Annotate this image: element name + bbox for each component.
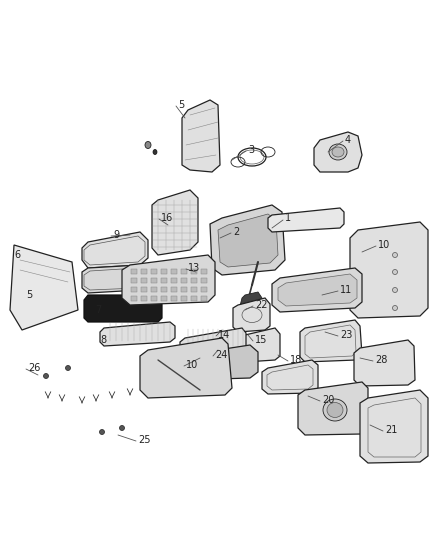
Polygon shape (141, 269, 147, 274)
Text: 10: 10 (378, 240, 390, 250)
Text: 5: 5 (26, 290, 32, 300)
Polygon shape (131, 269, 137, 274)
Text: 21: 21 (385, 425, 397, 435)
Ellipse shape (66, 366, 71, 370)
Polygon shape (354, 340, 415, 386)
Polygon shape (178, 345, 258, 380)
Polygon shape (360, 390, 428, 463)
Polygon shape (181, 269, 187, 274)
Text: 23: 23 (340, 330, 353, 340)
Ellipse shape (392, 253, 398, 257)
Polygon shape (201, 287, 207, 292)
Polygon shape (82, 232, 148, 268)
Polygon shape (298, 382, 368, 435)
Polygon shape (191, 287, 197, 292)
Text: 28: 28 (375, 355, 387, 365)
Polygon shape (161, 278, 167, 283)
Ellipse shape (145, 141, 151, 149)
Ellipse shape (332, 147, 344, 157)
Polygon shape (82, 265, 148, 293)
Polygon shape (278, 274, 357, 306)
Polygon shape (151, 278, 157, 283)
Polygon shape (240, 292, 262, 312)
Polygon shape (141, 287, 147, 292)
Polygon shape (300, 320, 362, 362)
Text: 26: 26 (28, 363, 40, 373)
Polygon shape (151, 296, 157, 301)
Ellipse shape (327, 402, 343, 417)
Text: 5: 5 (178, 100, 184, 110)
Polygon shape (272, 268, 362, 312)
Polygon shape (191, 296, 197, 301)
Text: 10: 10 (186, 360, 198, 370)
Polygon shape (180, 328, 246, 355)
Ellipse shape (43, 374, 49, 378)
Text: 14: 14 (218, 330, 230, 340)
Ellipse shape (153, 149, 157, 155)
Text: 22: 22 (255, 300, 268, 310)
Polygon shape (218, 214, 278, 267)
Polygon shape (181, 287, 187, 292)
Polygon shape (131, 287, 137, 292)
Text: 9: 9 (113, 230, 119, 240)
Ellipse shape (99, 430, 105, 434)
Polygon shape (171, 269, 177, 274)
Text: 18: 18 (290, 355, 302, 365)
Text: 7: 7 (95, 305, 101, 315)
Polygon shape (141, 296, 147, 301)
Polygon shape (181, 296, 187, 301)
Text: 24: 24 (215, 350, 227, 360)
Polygon shape (268, 208, 344, 232)
Polygon shape (210, 205, 285, 275)
Text: 11: 11 (340, 285, 352, 295)
Text: 16: 16 (161, 213, 173, 223)
Text: 20: 20 (322, 395, 334, 405)
Ellipse shape (323, 399, 347, 421)
Polygon shape (171, 278, 177, 283)
Ellipse shape (392, 287, 398, 293)
Ellipse shape (392, 270, 398, 274)
Polygon shape (161, 269, 167, 274)
Polygon shape (262, 360, 318, 394)
Ellipse shape (329, 144, 347, 160)
Polygon shape (151, 269, 157, 274)
Polygon shape (151, 287, 157, 292)
Polygon shape (161, 296, 167, 301)
Polygon shape (140, 338, 232, 398)
Polygon shape (131, 278, 137, 283)
Polygon shape (191, 278, 197, 283)
Polygon shape (131, 296, 137, 301)
Text: 8: 8 (100, 335, 106, 345)
Ellipse shape (120, 425, 124, 431)
Text: 15: 15 (255, 335, 267, 345)
Polygon shape (191, 269, 197, 274)
Polygon shape (182, 100, 220, 172)
Polygon shape (161, 287, 167, 292)
Polygon shape (100, 322, 175, 346)
Text: 3: 3 (248, 145, 254, 155)
Polygon shape (10, 245, 78, 330)
Polygon shape (201, 296, 207, 301)
Polygon shape (314, 132, 362, 172)
Polygon shape (122, 255, 215, 305)
Polygon shape (171, 287, 177, 292)
Polygon shape (233, 298, 270, 332)
Text: 13: 13 (188, 263, 200, 273)
Polygon shape (152, 190, 198, 255)
Polygon shape (84, 295, 162, 322)
Text: 4: 4 (345, 135, 351, 145)
Polygon shape (201, 278, 207, 283)
Polygon shape (350, 222, 428, 318)
Text: 1: 1 (285, 213, 291, 223)
Text: 25: 25 (138, 435, 151, 445)
Text: 2: 2 (233, 227, 239, 237)
Polygon shape (201, 269, 207, 274)
Polygon shape (181, 278, 187, 283)
Polygon shape (141, 278, 147, 283)
Ellipse shape (392, 305, 398, 311)
Polygon shape (240, 328, 280, 362)
Polygon shape (171, 296, 177, 301)
Text: 6: 6 (14, 250, 20, 260)
